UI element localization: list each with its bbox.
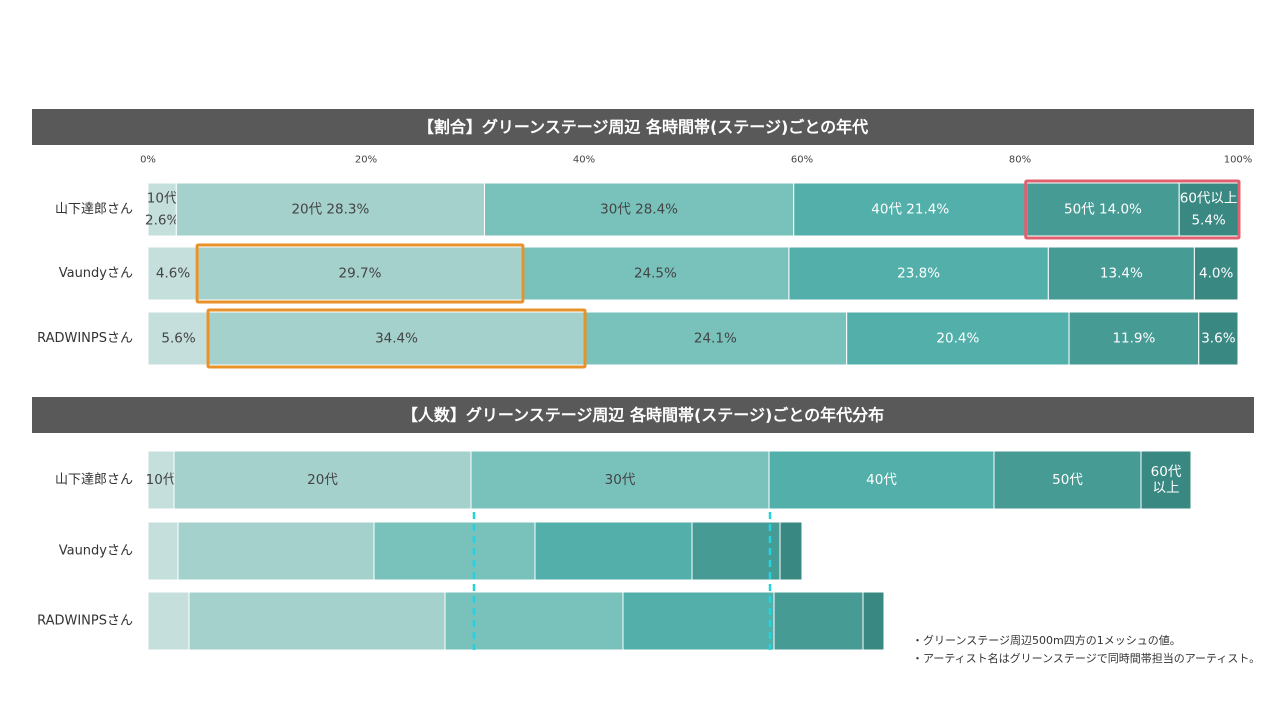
data-label: 50代 14.0% xyxy=(1064,202,1142,218)
segment-label: 以上 xyxy=(1153,480,1180,496)
row-label: RADWINPSさん xyxy=(37,331,133,346)
bar-segment xyxy=(188,591,446,651)
data-label: 10代 xyxy=(147,191,178,207)
segment-label: 40代 xyxy=(866,472,897,488)
data-label: 29.7% xyxy=(339,266,382,282)
data-label: 30代 28.4% xyxy=(600,202,678,218)
bar-segment xyxy=(470,450,770,510)
data-label: 13.4% xyxy=(1100,266,1143,282)
row-label: 山下達郎さん xyxy=(55,202,133,217)
segment-label: 10代 xyxy=(146,472,177,488)
bar-segment xyxy=(175,182,485,237)
segment-label: 20代 xyxy=(307,472,338,488)
bar-segment xyxy=(846,311,1070,366)
bar-segment xyxy=(147,450,175,510)
data-label: 2.6% xyxy=(145,213,179,229)
data-label: 11.9% xyxy=(1112,331,1155,347)
highlight-box xyxy=(195,243,525,304)
bar-segment xyxy=(768,450,995,510)
bar-segment xyxy=(177,521,375,581)
data-label: 20.4% xyxy=(936,331,979,347)
chart-2-title: 【人数】グリーンステージ周辺 各時間帯(ステージ)ごとの年代分布 xyxy=(402,406,884,425)
row-label: Vaundyさん xyxy=(59,544,133,559)
chart-1-title: 【割合】グリーンステージ周辺 各時間帯(ステージ)ごとの年代 xyxy=(418,118,868,137)
bar-segment xyxy=(147,311,210,366)
bar-segment xyxy=(1047,246,1195,301)
x-tick-label: 80% xyxy=(1009,155,1031,166)
highlight-box xyxy=(1024,179,1241,240)
bar-segment xyxy=(779,521,803,581)
row-label: 山下達郎さん xyxy=(55,473,133,488)
bar-segment xyxy=(444,591,624,651)
data-label: 4.0% xyxy=(1199,266,1233,282)
bar-segment xyxy=(788,246,1049,301)
data-label: 5.4% xyxy=(1191,213,1225,229)
bar-segment xyxy=(173,450,472,510)
bar-segment xyxy=(622,591,775,651)
chart-1-title-bar xyxy=(32,109,1254,145)
bar-segment xyxy=(483,182,795,237)
bar-segment xyxy=(373,521,536,581)
data-label: 3.6% xyxy=(1201,331,1235,347)
bar-segment xyxy=(1198,311,1239,366)
bar-segment xyxy=(534,521,693,581)
data-label: 24.5% xyxy=(634,266,677,282)
bar-segment xyxy=(773,591,864,651)
data-label: 34.4% xyxy=(375,331,418,347)
data-label: 40代 21.4% xyxy=(871,202,949,218)
data-label: 20代 28.3% xyxy=(291,202,369,218)
bar-segment xyxy=(147,182,177,237)
data-label: 4.6% xyxy=(156,266,190,282)
bar-segment xyxy=(1026,182,1180,237)
x-tick-label: 100% xyxy=(1224,155,1253,166)
highlight-box xyxy=(206,308,587,369)
footnote-1: ・グリーンステージ周辺500m四方の1メッシュの値。 xyxy=(912,634,1181,647)
x-tick-label: 40% xyxy=(573,155,595,166)
footnote-2: ・アーティスト名はグリーンステージで同時間帯担当のアーティスト。 xyxy=(912,652,1261,665)
bar-segment xyxy=(793,182,1028,237)
bar-segment xyxy=(1193,246,1239,301)
chart-2-title-bar xyxy=(32,397,1254,433)
bar-segment xyxy=(1178,182,1239,237)
data-label: 24.1% xyxy=(694,331,737,347)
segment-label: 50代 xyxy=(1052,472,1083,488)
x-tick-label: 0% xyxy=(140,155,156,166)
bar-segment xyxy=(691,521,781,581)
bar-segment xyxy=(583,311,848,366)
bar-segment xyxy=(1068,311,1200,366)
bar-segment xyxy=(1140,450,1192,510)
row-label: Vaundyさん xyxy=(59,266,133,281)
bar-segment xyxy=(147,521,179,581)
row-label: RADWINPSさん xyxy=(37,614,133,629)
x-tick-label: 20% xyxy=(355,155,377,166)
segment-label: 30代 xyxy=(605,472,636,488)
x-tick-label: 60% xyxy=(791,155,813,166)
data-label: 23.8% xyxy=(897,266,940,282)
bar-segment xyxy=(147,591,190,651)
bar-segment xyxy=(993,450,1142,510)
bar-segment xyxy=(862,591,885,651)
segment-label: 60代 xyxy=(1151,464,1182,480)
bar-segment xyxy=(208,311,585,366)
data-label: 5.6% xyxy=(161,331,195,347)
data-label: 60代以上 xyxy=(1180,191,1238,207)
